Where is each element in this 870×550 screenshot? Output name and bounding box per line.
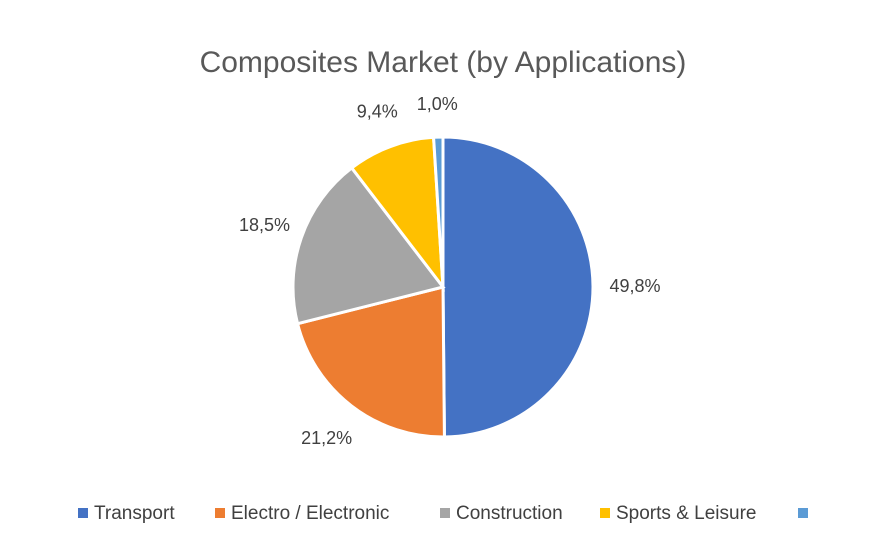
legend-swatch-1: [215, 508, 225, 518]
legend: Transport Electro / Electronic Constructio…: [78, 503, 808, 524]
data-labels: 49,8% 21,2% 18,5% 9,4% 1,0%: [239, 94, 661, 448]
legend-label-3: Sports & Leisure: [616, 503, 756, 524]
legend-swatch-4: [798, 508, 808, 518]
legend-label-2: Construction: [456, 503, 563, 524]
pie-slice-3: [349, 135, 445, 292]
data-label-1: 21,2%: [301, 428, 352, 448]
pie-slice-2: [291, 165, 446, 326]
legend-swatch-0: [78, 508, 88, 518]
data-label-4: 1,0%: [417, 94, 458, 114]
data-label-0: 49,8%: [609, 276, 660, 296]
pie-slices: [291, 135, 595, 439]
legend-swatch-3: [600, 508, 610, 518]
legend-swatch-2: [440, 508, 450, 518]
chart-title: Composites Market (by Applications): [200, 46, 687, 79]
legend-label-1: Electro / Electronic: [231, 503, 389, 524]
data-label-2: 18,5%: [239, 215, 290, 235]
legend-label-0: Transport: [94, 503, 175, 524]
pie-slice-4: [431, 135, 445, 288]
data-label-3: 9,4%: [357, 101, 398, 121]
pie-slice-1: [295, 285, 446, 439]
pie-slice-0: [441, 135, 595, 439]
